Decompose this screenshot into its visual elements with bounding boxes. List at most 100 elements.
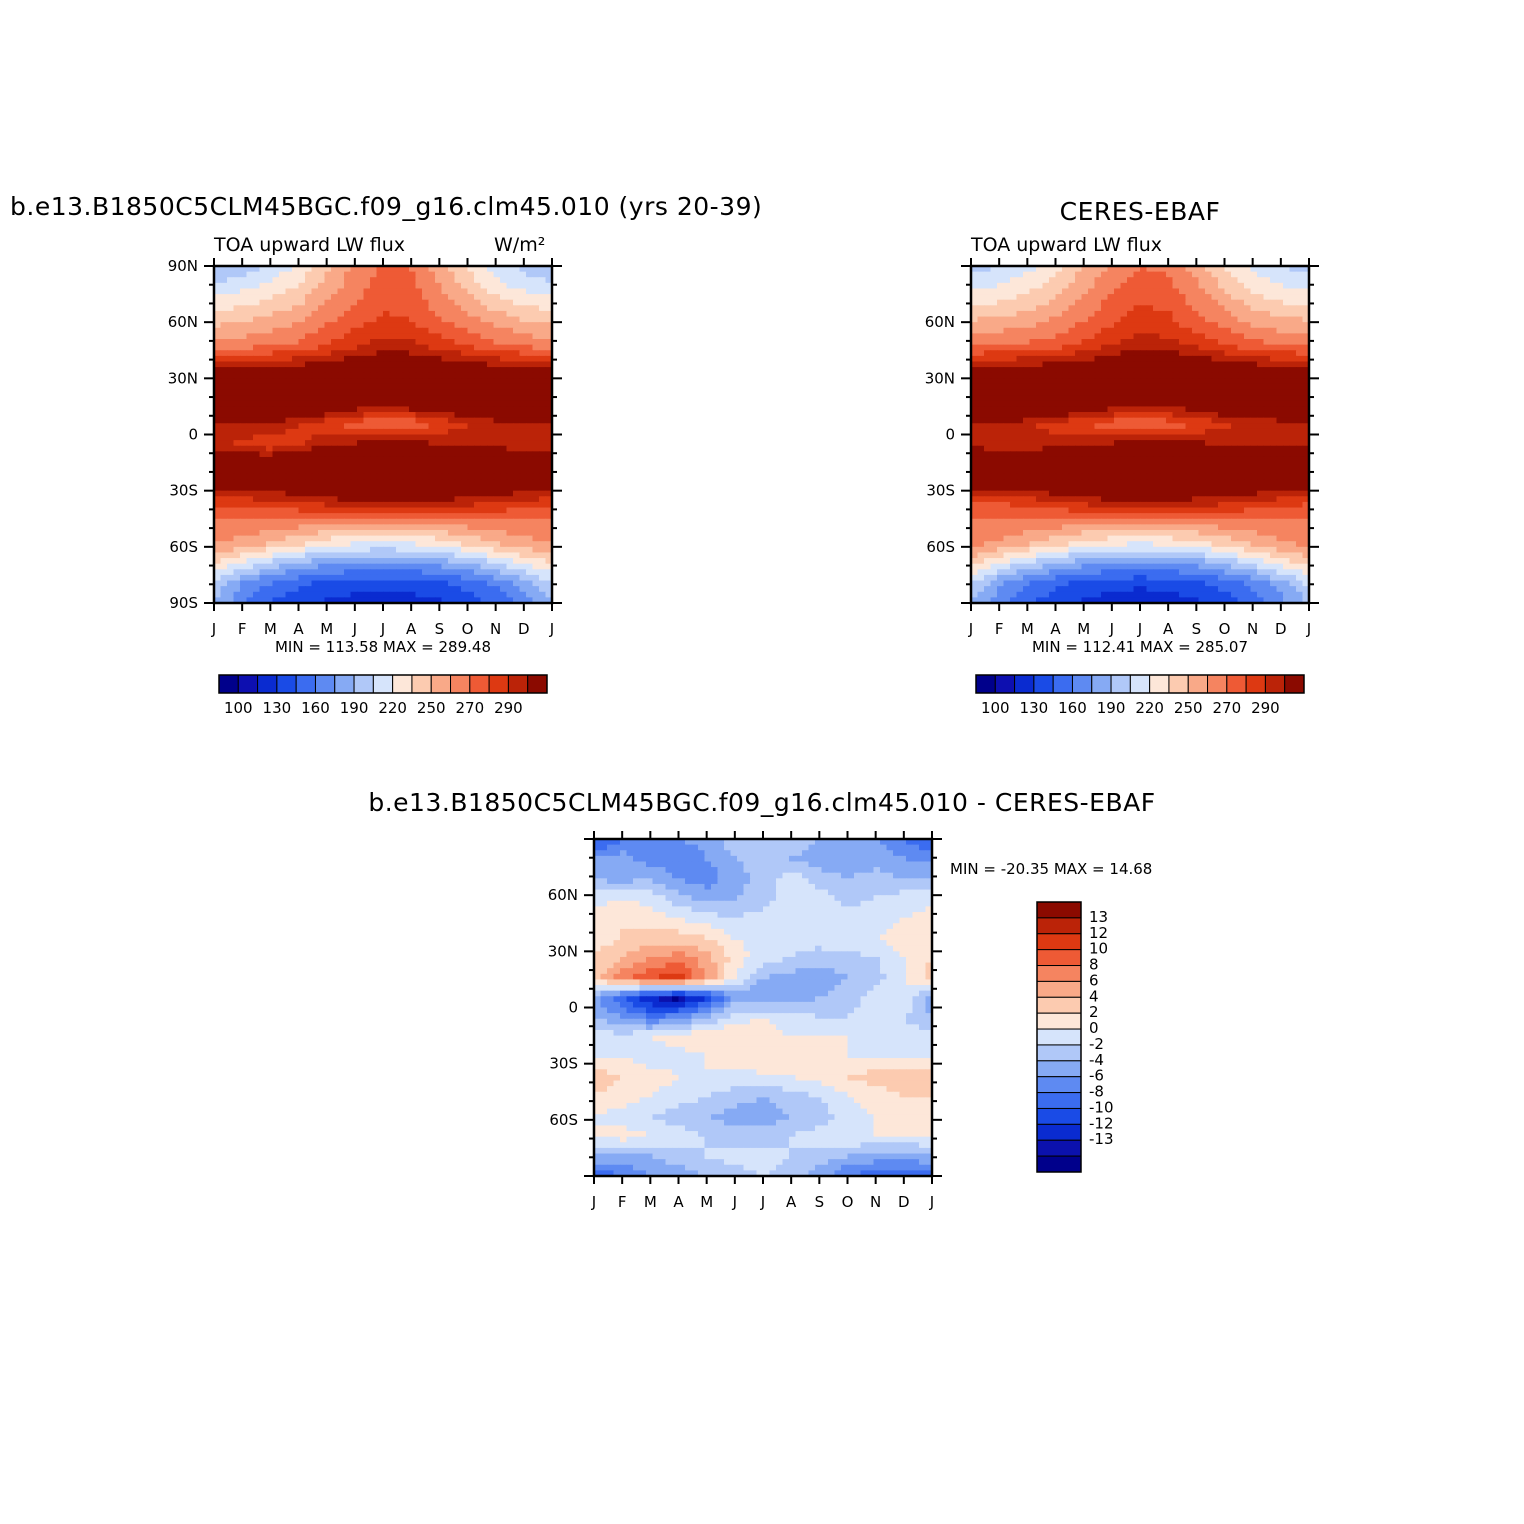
heatmap-cell [1081,282,1089,290]
heatmap-cell [1016,389,1024,396]
heatmap-cell [1218,451,1226,458]
heatmap-cell [344,501,352,509]
heatmap-cell [513,367,521,374]
heatmap-cell [1270,417,1278,424]
heatmap-cell [545,541,553,548]
heatmap-cell [240,462,248,469]
heatmap-cell [474,591,482,598]
heatmap-cell [1042,440,1050,447]
heatmap-cell [279,271,287,278]
heatmap-cell [526,468,534,475]
heatmap-cell [526,339,534,346]
heatmap-cell [532,586,540,593]
heatmap-cell [396,406,404,413]
heatmap-cell [318,372,326,379]
heatmap-cell [1205,339,1213,346]
heatmap-cell [513,591,521,598]
colorbar-label: 190 [340,699,369,717]
heatmap-cell [984,389,992,396]
heatmap-cell [513,569,521,576]
heatmap-cell [441,288,449,295]
heatmap-cell [441,423,449,430]
heatmap-cell [344,552,352,559]
heatmap-cell [1185,288,1193,295]
heatmap-cell [526,541,534,548]
heatmap-cell [227,434,235,441]
heatmap-cell [461,344,469,351]
heatmap-cell [376,361,384,368]
heatmap-cell [246,507,254,514]
heatmap-cell [350,445,358,452]
heatmap-cell [448,367,456,374]
heatmap-cell [344,333,352,340]
heatmap-cell [1244,266,1252,273]
heatmap-cell [285,473,293,481]
heatmap-cell [448,395,456,402]
heatmap-cell [1075,294,1083,301]
heatmap-cell [285,569,293,576]
heatmap-cell [409,580,417,587]
heatmap-cell [1107,299,1115,306]
heatmap-cell [487,524,495,531]
heatmap-cell [1016,333,1024,340]
heatmap-cell [1289,294,1297,301]
heatmap-cell [337,434,345,441]
heatmap-cell [467,451,475,458]
heatmap-cell [1133,440,1141,447]
heatmap-cell [266,451,274,458]
heatmap-cell [474,518,482,525]
heatmap-cell [1166,383,1174,391]
heatmap-cell [246,288,254,295]
heatmap-cell [259,445,267,452]
heatmap-cell [409,440,417,447]
heatmap-cell [545,423,553,430]
heatmap-cell [454,288,462,295]
heatmap-cell [396,434,404,441]
heatmap-cell [1159,434,1167,441]
heatmap-cell [1237,412,1245,419]
heatmap-cell [409,423,417,430]
heatmap-cell [441,501,449,509]
heatmap-cell [1302,344,1310,351]
heatmap-cell [1101,378,1109,385]
heatmap-cell [298,372,306,379]
heatmap-cell [246,535,254,542]
heatmap-cell [311,327,319,334]
heatmap-cell [545,316,553,323]
heatmap-cell [1114,445,1122,452]
heatmap-cell [1114,299,1122,306]
heatmap-cell [266,412,274,419]
heatmap-cell [344,456,352,464]
heatmap-cell [1231,389,1239,396]
heatmap-cell [474,428,482,436]
heatmap-cell [1289,423,1297,430]
heatmap-cell [357,591,365,598]
heatmap-cell [1263,282,1271,290]
heatmap-cell [415,473,423,481]
heatmap-cell [259,355,267,363]
heatmap-cell [415,423,423,430]
heatmap-cell [311,586,319,593]
heatmap-cell [331,479,339,486]
heatmap-cell [461,485,469,492]
heatmap-cell [357,468,365,475]
heatmap-cell [246,490,254,497]
heatmap-cell [493,327,501,334]
heatmap-cell [350,333,358,340]
heatmap-cell [1127,322,1135,329]
heatmap-cell [448,597,456,604]
heatmap-cell [1107,327,1115,334]
heatmap-cell [1159,355,1167,363]
heatmap-cell [441,445,449,452]
heatmap-cell [441,316,449,323]
heatmap-cell [363,529,371,537]
heatmap-cell [415,541,423,548]
heatmap-cell [1016,423,1024,430]
heatmap-cell [441,339,449,346]
heatmap-cell [545,586,553,593]
heatmap-cell [441,485,449,492]
heatmap-cell [1016,316,1024,323]
heatmap-cell [526,412,534,419]
heatmap-cell [396,344,404,351]
heatmap-cell [350,327,358,334]
